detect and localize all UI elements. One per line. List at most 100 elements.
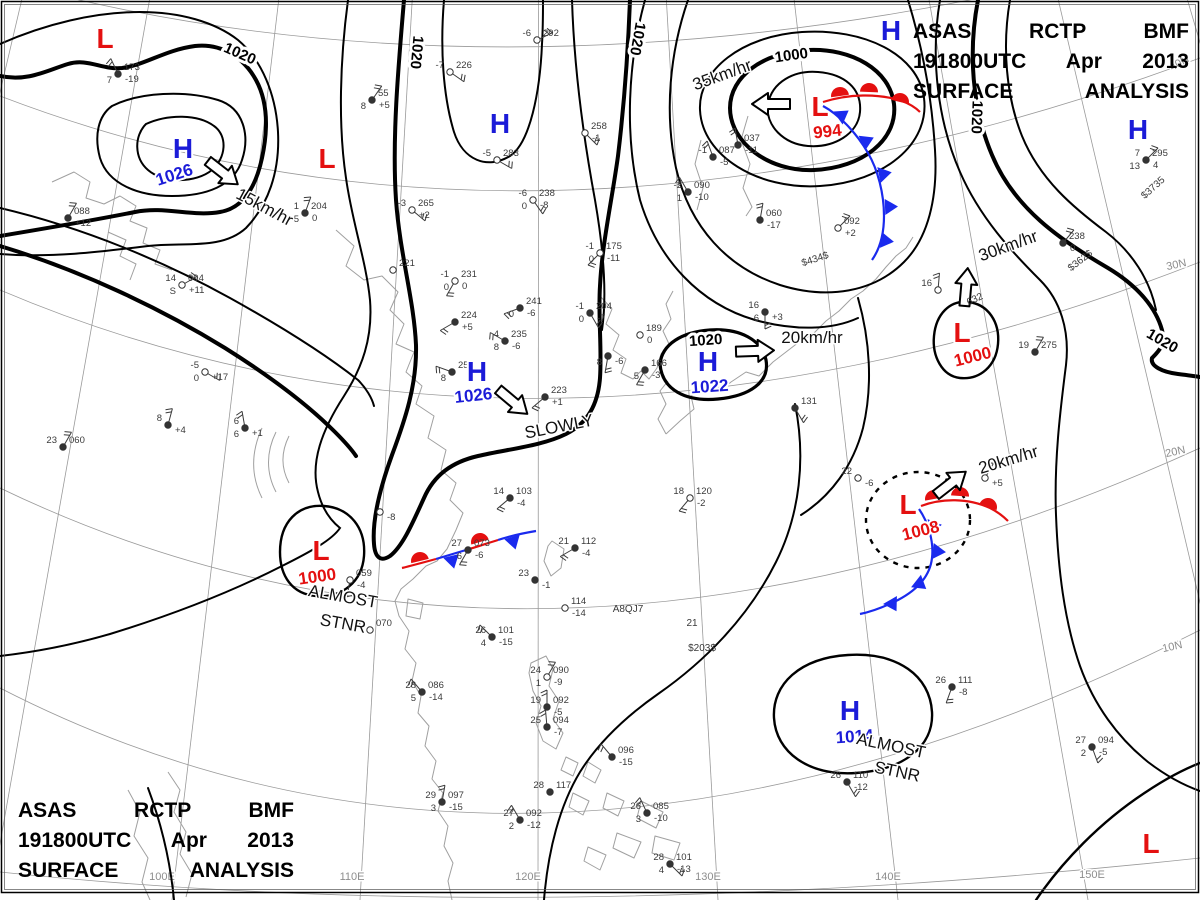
station-value: 23: [518, 568, 529, 579]
wind-barb-tick: [63, 434, 70, 436]
movement-arrow-icon: [734, 338, 775, 363]
station-circle-icon: [546, 788, 554, 796]
wind-barb-tick: [932, 272, 940, 276]
station-value: 224: [461, 310, 477, 321]
wind-barb-tick: [801, 414, 806, 421]
station-value: 28: [405, 680, 416, 691]
isobar: [668, 0, 937, 294]
station-value: -2: [697, 498, 705, 509]
wind-barb-tick: [841, 215, 848, 219]
station-value: -7: [554, 727, 562, 738]
coastline: [657, 380, 669, 435]
wind-barb-tick: [507, 804, 512, 812]
station-value: -7: [597, 313, 605, 324]
latitude-line: [0, 261, 1200, 399]
movement-arrow-icon: [931, 470, 967, 501]
station-plot: 092+2: [834, 213, 860, 239]
latitude-line: [0, 857, 1200, 898]
station-plot: -1 175-11 0: [586, 241, 622, 268]
coastline: [651, 835, 681, 861]
station-value: +5: [462, 322, 473, 333]
wind-barb-tick: [446, 295, 454, 297]
station-value: -5: [483, 148, 491, 159]
station-value: 0: [444, 282, 449, 293]
wind-barb-tick: [1151, 145, 1159, 149]
station-value: 1: [677, 193, 682, 204]
station-value: +1: [552, 397, 563, 408]
wind-barb-tick: [105, 58, 112, 65]
station-plot: 060-17: [756, 202, 782, 231]
station-value: -8: [387, 512, 395, 523]
station-value: -6: [475, 550, 483, 561]
station-value: 090: [553, 665, 569, 676]
station-value: 4: [659, 865, 664, 876]
station-circle-icon: [608, 753, 616, 761]
station-value: -1: [542, 580, 550, 591]
station-circle-icon: [531, 576, 539, 584]
station-plot: 23 060: [46, 431, 85, 451]
latitude-line: [0, 447, 1200, 610]
wind-barb-tick: [1065, 230, 1072, 234]
wind-barb-tick: [108, 61, 113, 67]
wind-barb-tick: [463, 74, 466, 82]
wind-barb-tick: [756, 206, 763, 209]
station-circle-icon: [516, 816, 524, 824]
station-value: 120: [696, 486, 712, 497]
station-value: 253: [458, 360, 474, 371]
station-value: +2: [419, 210, 430, 221]
isobar: [0, 0, 372, 657]
movement-arrow-icon: [203, 155, 239, 186]
wind-barb-tick: [303, 199, 310, 202]
wind-barb-tick: [438, 784, 446, 788]
cold-front-symbol: [927, 519, 942, 535]
latitude-label: 10N: [1161, 639, 1183, 655]
station-circle-icon: [791, 404, 799, 412]
station-value: 27: [1075, 735, 1086, 746]
wind-barb-tick: [946, 701, 954, 704]
isobar: [147, 787, 175, 900]
station-value: 0: [522, 201, 527, 212]
station-circle-icon: [596, 249, 604, 257]
station-value: 060: [69, 435, 85, 446]
station-value: 8: [494, 342, 499, 353]
wind-barb-tick: [542, 207, 547, 215]
station-value: 18: [673, 486, 684, 497]
wind-barb-tick: [544, 30, 550, 35]
dashed-low-circle: [864, 470, 972, 570]
wind-barb-tick: [1067, 227, 1075, 231]
station-value: 292: [543, 28, 559, 39]
station-value: -1: [699, 145, 707, 156]
station-value: 086: [428, 680, 444, 691]
station-value: 8: [597, 357, 602, 368]
station-value: 6: [457, 551, 462, 562]
station-value: 037: [744, 133, 760, 144]
station-value: -1: [441, 269, 449, 280]
station-value: 19: [1018, 340, 1029, 351]
cold-front-symbol: [884, 199, 898, 215]
cold-front-symbol: [932, 543, 946, 559]
cold-front-symbol: [877, 167, 892, 183]
wind-barb-tick: [855, 790, 860, 798]
station-value: -6: [865, 478, 873, 489]
wind-barb-tick: [986, 462, 994, 464]
station-value: 070: [376, 618, 392, 629]
station-value: 097: [448, 790, 464, 801]
longitude-line: [665, 0, 719, 900]
warm-front-symbol: [860, 83, 878, 93]
coastline: [599, 290, 674, 380]
wind-barb-tick: [559, 556, 567, 561]
station-value: 090: [694, 180, 710, 191]
warm-front-symbol: [411, 552, 429, 564]
station-value: 7: [1135, 148, 1140, 159]
wind-barb-tick: [933, 275, 940, 279]
station-value: 111: [958, 675, 972, 686]
wind-barb-tick: [506, 312, 512, 318]
station-plot: 27 073-6 6: [451, 538, 490, 566]
station-value: -3: [652, 370, 660, 381]
station-circle-icon: [533, 36, 541, 44]
station-circle-icon: [734, 141, 742, 149]
wind-barb-tick: [374, 84, 382, 87]
